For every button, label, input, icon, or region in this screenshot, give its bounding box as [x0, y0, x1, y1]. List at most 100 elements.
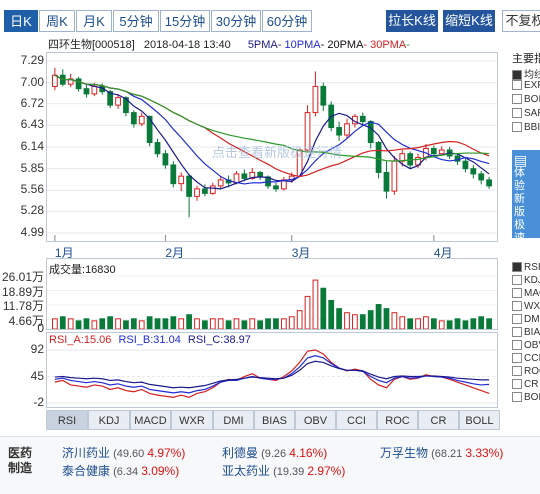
indicator-tab-roc[interactable]: ROC	[377, 410, 418, 430]
side-indicator-item[interactable]: DMI	[512, 314, 540, 325]
kline-chart[interactable]	[47, 53, 497, 241]
candle-body	[312, 85, 319, 114]
sector-stock-item[interactable]: 泰合健康 (6.34 3.09%)	[62, 462, 179, 479]
stock-name[interactable]: 万孚生物	[380, 446, 429, 460]
period-tab[interactable]: 5分钟	[113, 10, 159, 32]
checkbox[interactable]	[512, 80, 522, 91]
side-indicator-label: DMI	[524, 314, 540, 325]
side-indicator-item[interactable]: RSI	[512, 262, 540, 273]
rsi-a-line	[54, 349, 490, 399]
price-tick: 6.43	[20, 117, 44, 132]
candle-body	[130, 112, 137, 125]
checkbox[interactable]	[512, 262, 522, 273]
checkbox[interactable]	[512, 340, 522, 351]
candle-body	[52, 74, 58, 87]
checkbox[interactable]	[512, 122, 522, 133]
volume-bar	[391, 312, 398, 329]
period-tab[interactable]: 15分钟	[160, 10, 210, 32]
side-indicator-item[interactable]: BOL	[512, 392, 540, 403]
shrink-kline-button[interactable]: 缩短K线	[443, 10, 495, 32]
checkbox[interactable]	[512, 108, 522, 119]
checkbox[interactable]	[512, 275, 522, 286]
candle-body	[249, 171, 256, 179]
checkbox[interactable]	[512, 392, 522, 403]
checkbox[interactable]	[512, 301, 522, 312]
indicator-tab-dmi[interactable]: DMI	[213, 410, 254, 430]
side-item[interactable]: 均线	[512, 66, 540, 81]
volume-bar	[336, 308, 342, 329]
checkbox[interactable]	[512, 327, 522, 338]
period-tab[interactable]: 周K	[39, 10, 75, 32]
side-indicator-item[interactable]: ROC	[512, 366, 540, 377]
sector-stock-item[interactable]: 亚太药业 (19.39 2.97%)	[222, 462, 345, 479]
candle-body	[75, 78, 82, 90]
volume-bar	[162, 318, 169, 329]
period-tab[interactable]: 日K	[4, 10, 38, 32]
volume-bar	[470, 318, 477, 329]
stock-change-pct: 4.16%)	[289, 446, 328, 460]
side-item[interactable]: BBI	[512, 122, 540, 133]
period-tab[interactable]: 30分钟	[211, 10, 261, 32]
volume-bar	[178, 318, 185, 329]
candle-body	[233, 173, 240, 184]
side-indicator-item[interactable]: MAC	[512, 288, 540, 299]
checkbox[interactable]	[512, 379, 522, 390]
indicator-tab-boll[interactable]: BOLL	[459, 410, 500, 430]
side-item[interactable]: SAR	[512, 108, 540, 119]
checkbox[interactable]	[512, 366, 522, 377]
volume-value: 16830	[85, 264, 116, 276]
indicator-tab-rsi[interactable]: RSI	[46, 410, 88, 430]
side-indicator-item[interactable]: KDJ	[512, 275, 540, 286]
period-tab[interactable]: 月K	[76, 10, 112, 32]
volume-tick: 26.01万	[1, 270, 44, 284]
indicator-tab-kdj[interactable]: KDJ	[88, 410, 130, 430]
sector-stock-item[interactable]: 万孚生物 (68.21 3.33%)	[380, 444, 503, 461]
checkbox[interactable]	[512, 94, 522, 105]
candle-body	[107, 91, 114, 106]
indicator-tab-obv[interactable]: OBV	[295, 410, 336, 430]
indicator-tab-cci[interactable]: CCI	[336, 410, 377, 430]
indicator-tab-cr[interactable]: CR	[418, 410, 459, 430]
side-indicator-item[interactable]: WXR	[512, 301, 540, 312]
checkbox[interactable]	[512, 353, 522, 364]
indicator-tab-bias[interactable]: BIAS	[254, 410, 295, 430]
checkbox[interactable]	[512, 70, 522, 81]
side-item[interactable]: EXP	[512, 80, 540, 91]
volume-bar	[367, 310, 374, 329]
side-indicator-item[interactable]: BIA	[512, 327, 540, 338]
side-indicator-label: MAC	[524, 288, 540, 299]
stretch-kline-button[interactable]: 拉长K线	[386, 10, 438, 32]
period-tab[interactable]: 60分钟	[262, 10, 312, 32]
side-indicator-item[interactable]: CCI	[512, 353, 540, 364]
side-item-label: 均线	[524, 70, 540, 81]
volume-bar	[288, 316, 295, 329]
volume-chart[interactable]	[47, 274, 497, 329]
promo-banner[interactable]: ▤ 体验新版极速行情	[512, 150, 540, 238]
promo-text: 体验新版极速行情	[514, 167, 525, 238]
stock-name[interactable]: 济川药业	[62, 446, 111, 460]
sector-stock-item[interactable]: 利德曼 (9.26 4.16%)	[222, 444, 327, 461]
volume-bar	[107, 316, 114, 329]
side-item[interactable]: BOI	[512, 94, 540, 105]
volume-bar	[359, 314, 366, 329]
candle-body	[273, 185, 279, 190]
stock-datetime: 2018-04-18 13:40	[143, 39, 231, 51]
stock-name[interactable]: 亚太药业	[222, 464, 271, 478]
checkbox[interactable]	[512, 314, 522, 325]
checkbox[interactable]	[512, 288, 522, 299]
volume-bar	[415, 318, 421, 329]
side-indicator-item[interactable]: CR	[512, 379, 538, 390]
volume-bar	[273, 318, 279, 329]
candle-body	[138, 115, 145, 125]
sector-stock-item[interactable]: 济川药业 (49.60 4.97%)	[62, 444, 185, 461]
stock-name[interactable]: 利德曼	[222, 446, 259, 460]
rsi-tick: 92	[30, 342, 44, 356]
ma5-label: 5PMA	[247, 39, 278, 51]
stock-name[interactable]: 泰合健康	[62, 464, 111, 478]
rsi-chart[interactable]	[47, 346, 497, 407]
no-adjust-select[interactable]: 不复权	[502, 10, 540, 32]
indicator-tab-macd[interactable]: MACD	[130, 410, 171, 430]
indicator-tab-wxr[interactable]: WXR	[171, 410, 213, 430]
volume-tick: 0	[37, 321, 44, 335]
side-indicator-item[interactable]: OBV	[512, 340, 540, 351]
